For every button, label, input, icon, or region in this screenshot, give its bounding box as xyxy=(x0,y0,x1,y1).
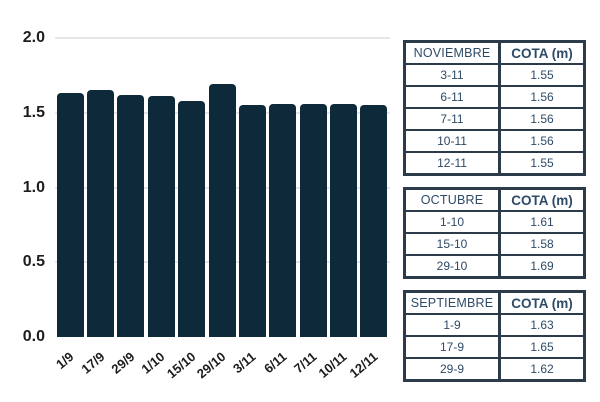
cota-value-cell: 1.62 xyxy=(498,357,586,382)
cota-value-cell: 1.65 xyxy=(498,335,586,359)
bar xyxy=(208,84,236,337)
cota-value-cell: 1.63 xyxy=(498,313,586,337)
date-cell: 17-9 xyxy=(403,335,501,359)
bar xyxy=(329,103,357,337)
bar xyxy=(238,105,266,337)
date-cell: 29-10 xyxy=(403,254,501,279)
cota-header: COTA (m) xyxy=(498,40,586,65)
date-cell: 3-11 xyxy=(403,63,501,87)
date-cell: 15-10 xyxy=(403,232,501,256)
month-header: SEPTIEMBRE xyxy=(403,290,501,315)
bar xyxy=(299,103,327,337)
month-header: NOVIEMBRE xyxy=(403,40,501,65)
bar xyxy=(147,96,175,337)
cota-value-cell: 1.55 xyxy=(498,63,586,87)
date-cell: 1-10 xyxy=(403,210,501,234)
cota-header: COTA (m) xyxy=(498,187,586,212)
month-header: OCTUBRE xyxy=(403,187,501,212)
cota-header: COTA (m) xyxy=(498,290,586,315)
bar xyxy=(360,105,388,337)
date-cell: 7-11 xyxy=(403,107,501,131)
date-cell: 29-9 xyxy=(403,357,501,382)
cota-value-cell: 1.56 xyxy=(498,129,586,153)
y-axis-tick-label: 0.0 xyxy=(22,328,45,345)
y-axis-tick-label: 0.5 xyxy=(22,253,45,271)
date-cell: 1-9 xyxy=(403,313,501,337)
table-row: 1-9 1.63 xyxy=(403,313,586,337)
cota-table-noviembre: NOVIEMBRE COTA (m) 3-11 1.55 6-11 1.56 7-11 1.5… xyxy=(403,40,586,176)
cota-value-cell: 1.56 xyxy=(498,107,586,131)
y-axis-tick-label: 2.0 xyxy=(22,29,45,46)
cota-value-cell: 1.55 xyxy=(498,151,586,176)
table-header-row: OCTUBRE COTA (m) xyxy=(403,187,586,212)
cota-value-cell: 1.61 xyxy=(498,210,586,234)
bar xyxy=(56,93,84,337)
gridline xyxy=(55,37,390,39)
table-header-row: NOVIEMBRE COTA (m) xyxy=(403,40,586,65)
cota-table-septiembre: SEPTIEMBRE COTA (m) 1-9 1.63 17-9 1.65 29-9 1.6… xyxy=(403,290,586,382)
y-axis-tick-label: 1.0 xyxy=(22,178,45,196)
date-cell: 6-11 xyxy=(403,85,501,109)
cota-table-octubre: OCTUBRE COTA (m) 1-10 1.61 15-10 1.58 29-10 1.6… xyxy=(403,187,586,279)
table-row: 29-9 1.62 xyxy=(403,357,586,382)
date-cell: 12-11 xyxy=(403,151,501,176)
table-row: 6-11 1.56 xyxy=(403,85,586,109)
table-row: 15-10 1.58 xyxy=(403,232,586,256)
bar xyxy=(117,94,145,337)
table-row: 29-10 1.69 xyxy=(403,254,586,279)
table-row: 3-11 1.55 xyxy=(403,63,586,87)
bar xyxy=(178,100,206,337)
cota-value-cell: 1.58 xyxy=(498,232,586,256)
cota-value-cell: 1.56 xyxy=(498,85,586,109)
table-row: 17-9 1.65 xyxy=(403,335,586,359)
cota-value-cell: 1.69 xyxy=(498,254,586,279)
table-row: 10-11 1.56 xyxy=(403,129,586,153)
y-axis-tick-label: 1.5 xyxy=(22,103,45,121)
table-header-row: SEPTIEMBRE COTA (m) xyxy=(403,290,586,315)
table-row: 1-10 1.61 xyxy=(403,210,586,234)
bar xyxy=(87,90,115,337)
table-row: 12-11 1.55 xyxy=(403,151,586,176)
table-row: 7-11 1.56 xyxy=(403,107,586,131)
bar xyxy=(269,103,297,337)
date-cell: 10-11 xyxy=(403,129,501,153)
cota-bar-chart: 0.0 0.5 1.0 1.5 2.0 1/9 17/9 29/9 1/10 15/10 29/10… xyxy=(22,29,390,381)
